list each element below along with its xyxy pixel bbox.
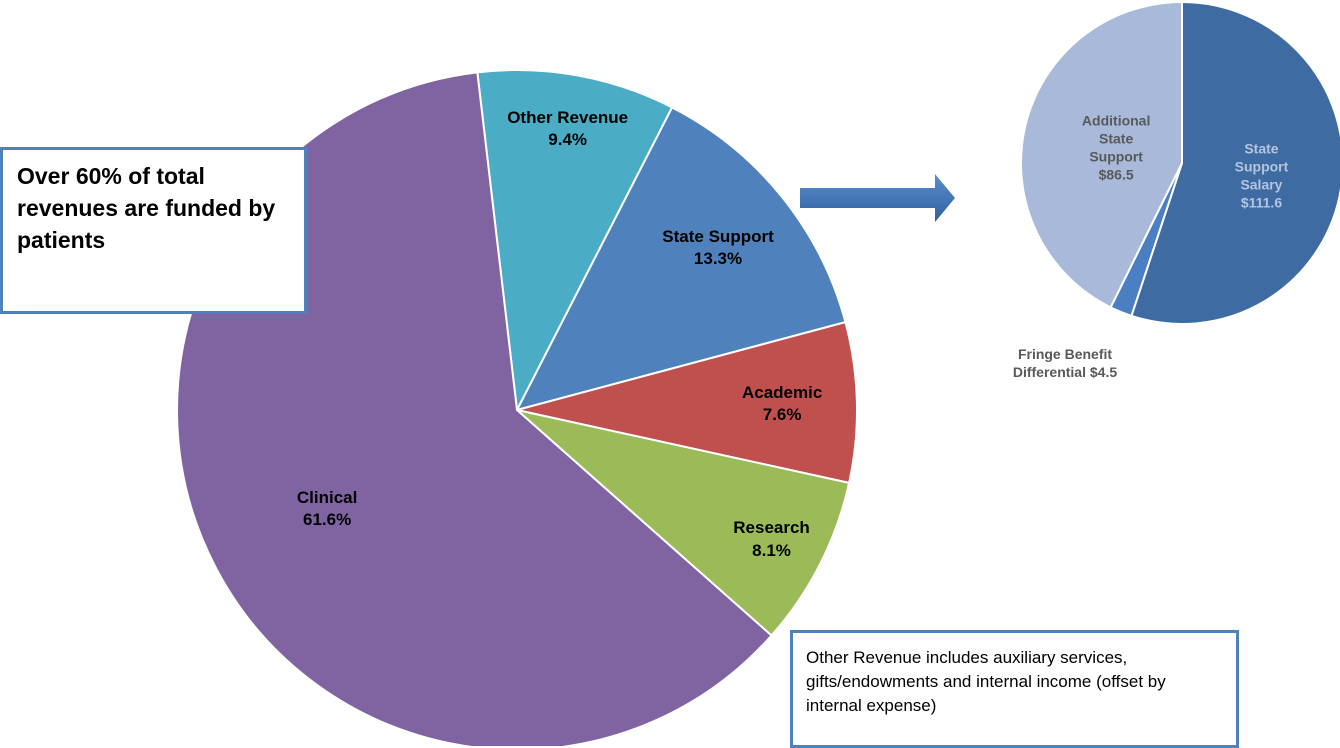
pie-slice bbox=[1019, 0, 1183, 309]
pies bbox=[176, 0, 1340, 746]
callout-text: Over 60% of total revenues are funded by… bbox=[17, 163, 276, 254]
slice-name: Additional State Support bbox=[1081, 112, 1151, 165]
slice-value: 13.3% bbox=[693, 248, 743, 268]
arrow bbox=[800, 174, 955, 222]
slice-label: Fringe Benefit Differential $4.5 bbox=[990, 345, 1140, 381]
slice-value: $86.5 bbox=[1098, 166, 1134, 183]
slice-name: Research bbox=[733, 518, 810, 538]
slice-value: 8.1% bbox=[752, 540, 791, 560]
slice-name: State Support bbox=[662, 226, 774, 246]
slice-label: Other Revenue 9.4% bbox=[507, 107, 628, 151]
slice-value: 7.6% bbox=[762, 404, 802, 424]
note-text: Other Revenue includes auxiliary service… bbox=[806, 648, 1166, 715]
slice-name: Clinical bbox=[296, 488, 358, 508]
slice-value: $4.5 bbox=[1089, 364, 1118, 380]
pie-slice bbox=[1130, 0, 1340, 325]
slice-name: State Support Salary bbox=[1234, 140, 1289, 193]
slice-value: $111.6 bbox=[1240, 194, 1283, 211]
slice-label: Additional State Support $86.5 bbox=[1074, 111, 1158, 184]
slice-label: State Support Salary $111.6 bbox=[1219, 139, 1303, 212]
slice-label: Clinical 61.6% bbox=[297, 487, 357, 531]
slice-label: State Support 13.3% bbox=[662, 226, 773, 270]
pie-slice bbox=[513, 408, 851, 637]
slice-name: Academic bbox=[741, 382, 823, 402]
pie-slice bbox=[476, 69, 674, 414]
slice-label: Research 8.1% bbox=[733, 517, 810, 561]
slice-value: 9.4% bbox=[548, 129, 588, 149]
slice-label: Academic 7.6% bbox=[742, 382, 822, 426]
note-box: Other Revenue includes auxiliary service… bbox=[790, 630, 1239, 748]
slice-value: 61.6% bbox=[303, 510, 352, 530]
callout-box: Over 60% of total revenues are funded by… bbox=[0, 147, 307, 314]
pie-slice bbox=[516, 320, 858, 485]
pie-slice bbox=[515, 106, 847, 412]
slice-name: Other Revenue bbox=[507, 107, 629, 127]
slice-name: Fringe Benefit Differential bbox=[1012, 345, 1113, 380]
